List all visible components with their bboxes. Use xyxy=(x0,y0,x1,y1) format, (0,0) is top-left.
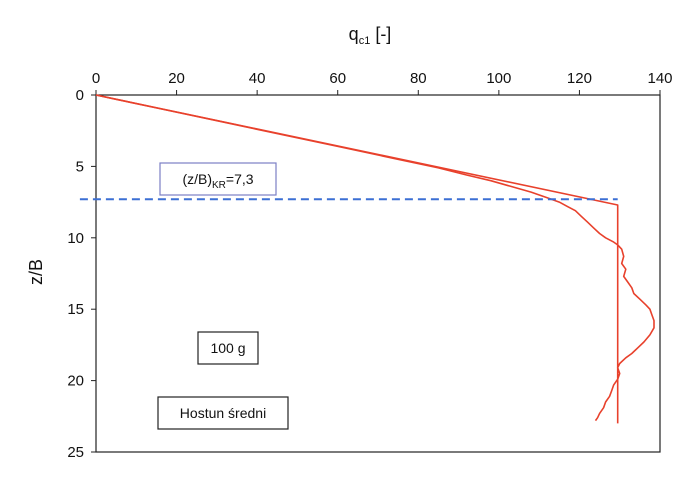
y-axis-title: z/B xyxy=(26,259,46,285)
y-tick-label: 10 xyxy=(67,230,84,247)
x-tick-label: 20 xyxy=(168,70,185,87)
series-layer xyxy=(79,94,655,424)
x-tick-label: 100 xyxy=(486,70,511,87)
x-tick-label: 140 xyxy=(647,70,672,87)
y-axis-ticks: 0 5 10 15 20 25 xyxy=(67,87,96,461)
x-axis-ticks: 0 20 40 60 80 100 120 140 xyxy=(92,70,673,95)
y-tick-label: 25 xyxy=(67,444,84,461)
x-tick-label: 40 xyxy=(249,70,266,87)
x-axis-title: qc1 [-] xyxy=(349,24,392,47)
annotation-material: Hostun średni xyxy=(157,396,289,430)
x-tick-label: 120 xyxy=(567,70,592,87)
plot-area-frame xyxy=(95,94,661,453)
annotation-critical-depth-box xyxy=(159,162,277,196)
series-idealized-profile xyxy=(95,94,619,424)
y-tick-label: 15 xyxy=(67,301,84,318)
annotation-material-label: Hostun średni xyxy=(180,405,266,421)
annotation-gravity-box xyxy=(197,331,259,365)
x-tick-label: 80 xyxy=(410,70,427,87)
series-measured-profile xyxy=(95,94,655,422)
annotation-critical-depth: (z/B)KR=7,3 xyxy=(159,162,277,196)
annotation-gravity: 100 g xyxy=(197,331,259,365)
y-tick-label: 20 xyxy=(67,373,84,390)
annotation-critical-depth-label: (z/B)KR=7,3 xyxy=(182,171,253,191)
y-tick-label: 5 xyxy=(76,158,84,175)
annotation-material-box xyxy=(157,396,289,430)
x-tick-label: 60 xyxy=(329,70,346,87)
y-tick-label: 0 xyxy=(76,87,84,104)
annotation-gravity-label: 100 g xyxy=(210,340,245,356)
x-tick-label: 0 xyxy=(92,70,100,87)
